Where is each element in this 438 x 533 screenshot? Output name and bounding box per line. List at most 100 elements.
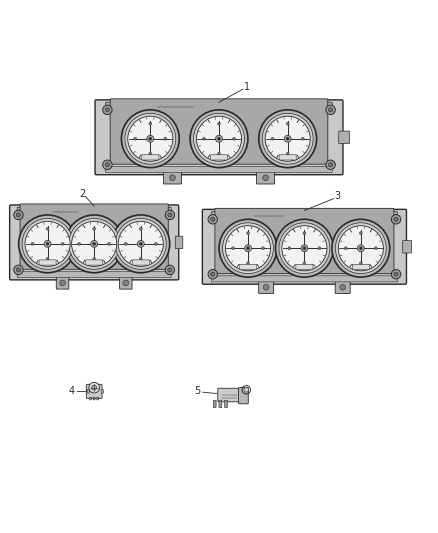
Circle shape [326, 160, 336, 169]
Circle shape [359, 247, 362, 249]
Circle shape [16, 268, 21, 272]
FancyBboxPatch shape [296, 264, 313, 270]
Circle shape [392, 215, 401, 224]
Circle shape [247, 262, 250, 265]
Circle shape [303, 232, 306, 235]
Circle shape [102, 105, 112, 115]
Circle shape [91, 240, 98, 247]
Circle shape [215, 135, 223, 142]
Circle shape [14, 265, 23, 274]
Circle shape [164, 138, 167, 140]
Circle shape [286, 152, 289, 155]
Circle shape [232, 247, 234, 249]
Circle shape [105, 108, 110, 112]
Circle shape [190, 110, 248, 168]
Circle shape [265, 116, 310, 161]
FancyBboxPatch shape [211, 155, 227, 160]
Circle shape [46, 257, 49, 260]
FancyBboxPatch shape [403, 240, 412, 253]
Circle shape [233, 138, 236, 140]
Circle shape [61, 243, 64, 245]
Circle shape [69, 219, 120, 269]
Text: 5: 5 [194, 386, 200, 397]
FancyBboxPatch shape [120, 277, 132, 289]
FancyBboxPatch shape [101, 390, 103, 393]
Circle shape [44, 240, 51, 247]
Circle shape [197, 116, 241, 161]
Circle shape [244, 387, 249, 392]
Circle shape [22, 219, 73, 269]
Circle shape [340, 285, 346, 290]
FancyBboxPatch shape [218, 388, 242, 402]
Circle shape [318, 247, 321, 249]
Circle shape [286, 138, 289, 140]
Circle shape [332, 219, 390, 277]
FancyBboxPatch shape [86, 384, 102, 398]
FancyBboxPatch shape [132, 260, 149, 265]
FancyBboxPatch shape [215, 208, 394, 273]
Circle shape [326, 105, 336, 115]
FancyBboxPatch shape [106, 166, 332, 172]
FancyBboxPatch shape [110, 99, 328, 164]
Circle shape [262, 114, 313, 164]
FancyBboxPatch shape [219, 400, 222, 408]
Circle shape [118, 221, 163, 266]
Circle shape [284, 135, 291, 142]
FancyBboxPatch shape [39, 260, 56, 265]
Circle shape [14, 210, 23, 220]
FancyBboxPatch shape [10, 205, 179, 280]
Circle shape [147, 135, 154, 142]
FancyBboxPatch shape [90, 397, 92, 400]
Circle shape [139, 243, 142, 245]
Circle shape [108, 243, 111, 245]
FancyBboxPatch shape [142, 155, 159, 160]
Circle shape [247, 247, 250, 249]
Circle shape [121, 110, 179, 168]
Text: 2: 2 [79, 189, 85, 199]
Circle shape [25, 221, 70, 266]
Circle shape [149, 138, 152, 140]
Text: 1: 1 [244, 82, 250, 92]
Circle shape [328, 163, 333, 167]
Circle shape [247, 232, 250, 235]
Circle shape [374, 247, 377, 249]
Circle shape [105, 163, 110, 167]
Circle shape [244, 245, 251, 252]
FancyBboxPatch shape [352, 264, 369, 270]
Circle shape [301, 138, 304, 140]
FancyBboxPatch shape [86, 260, 102, 265]
FancyBboxPatch shape [175, 236, 183, 248]
FancyBboxPatch shape [95, 100, 343, 175]
Circle shape [328, 108, 333, 112]
Circle shape [338, 225, 383, 271]
FancyBboxPatch shape [279, 155, 296, 160]
Circle shape [218, 152, 220, 155]
Circle shape [139, 228, 142, 230]
Circle shape [301, 245, 308, 252]
FancyBboxPatch shape [258, 281, 274, 294]
Circle shape [359, 232, 362, 235]
FancyBboxPatch shape [225, 400, 227, 408]
Circle shape [303, 262, 306, 265]
Circle shape [46, 228, 49, 230]
Text: 4: 4 [68, 386, 74, 397]
Circle shape [124, 243, 127, 245]
Circle shape [112, 215, 170, 273]
Circle shape [357, 245, 364, 252]
Circle shape [128, 116, 173, 161]
Circle shape [93, 243, 95, 245]
Circle shape [154, 243, 157, 245]
Circle shape [271, 138, 274, 140]
FancyBboxPatch shape [202, 209, 406, 284]
Text: 3: 3 [334, 191, 340, 201]
Circle shape [102, 160, 112, 169]
Circle shape [65, 215, 123, 273]
Circle shape [89, 382, 99, 393]
Circle shape [286, 122, 289, 125]
FancyBboxPatch shape [163, 172, 181, 184]
Circle shape [93, 257, 95, 260]
Circle shape [303, 247, 306, 249]
FancyBboxPatch shape [87, 390, 89, 393]
Circle shape [78, 243, 81, 245]
FancyBboxPatch shape [97, 397, 99, 400]
